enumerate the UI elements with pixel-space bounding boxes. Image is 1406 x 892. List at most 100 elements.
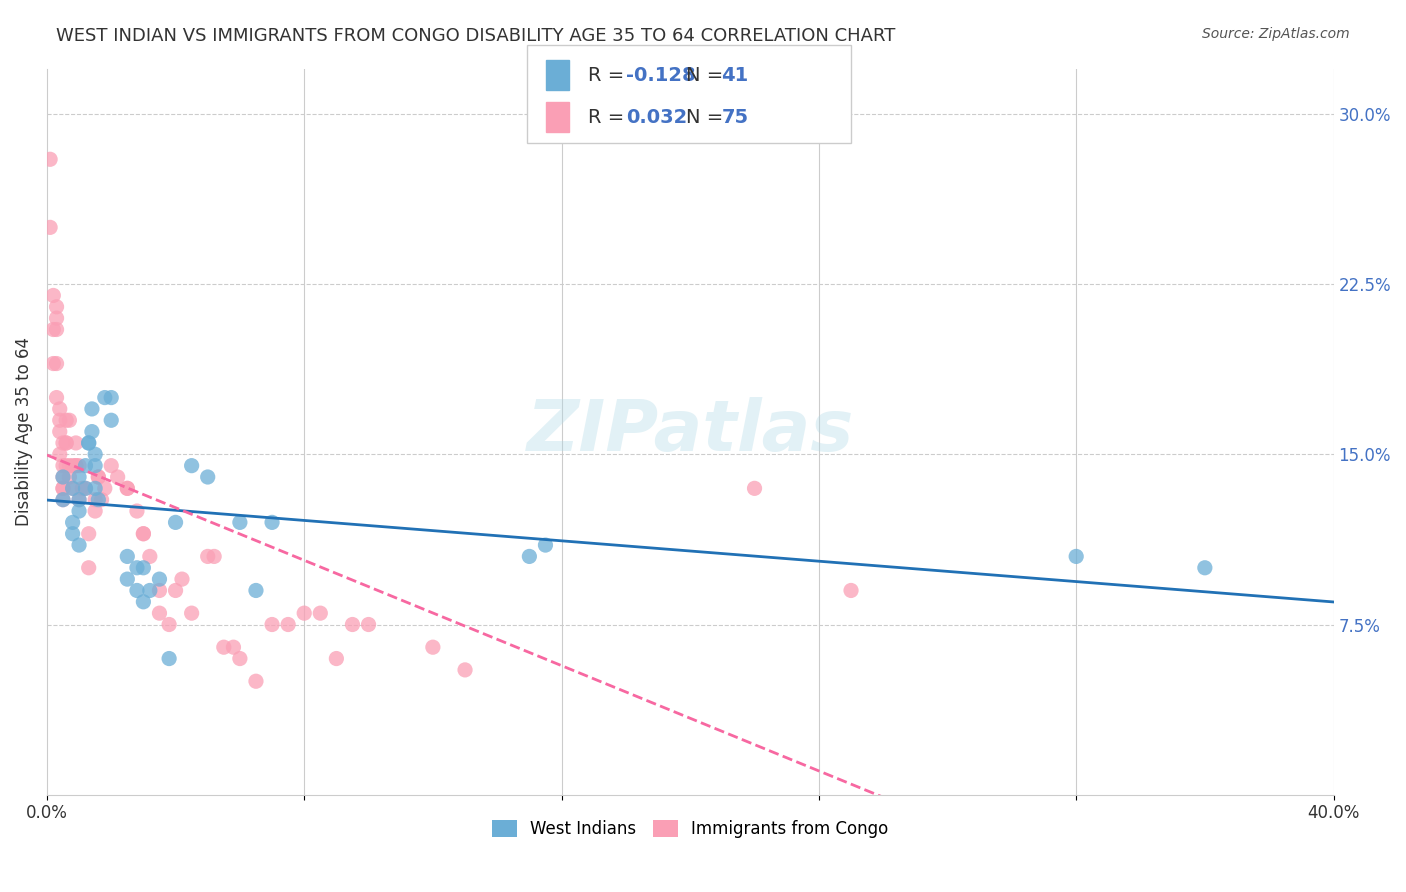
West Indians [157,651,180,665]
West Indians [139,583,162,598]
Immigrants from Congo [49,401,72,416]
Immigrants from Congo [77,561,100,575]
West Indians [67,492,90,507]
Immigrants from Congo [87,470,110,484]
Immigrants from Congo [197,549,219,564]
Immigrants from Congo [117,481,139,495]
Immigrants from Congo [45,311,67,326]
Immigrants from Congo [55,436,77,450]
West Indians [80,401,103,416]
Immigrants from Congo [55,458,77,473]
Immigrants from Congo [52,481,75,495]
Immigrants from Congo [744,481,766,495]
Legend: West Indians, Immigrants from Congo: West Indians, Immigrants from Congo [485,813,896,845]
Text: ZIPatlas: ZIPatlas [526,397,853,467]
Immigrants from Congo [65,436,87,450]
West Indians [519,549,541,564]
Immigrants from Congo [49,425,72,439]
West Indians [534,538,557,552]
Immigrants from Congo [148,606,170,620]
Immigrants from Congo [212,640,235,655]
Text: 0.032: 0.032 [626,108,688,127]
Immigrants from Congo [49,447,72,461]
Immigrants from Congo [229,651,252,665]
Immigrants from Congo [245,674,267,689]
West Indians [100,413,122,427]
Immigrants from Congo [309,606,332,620]
Immigrants from Congo [75,481,97,495]
West Indians [77,436,100,450]
Immigrants from Congo [422,640,444,655]
West Indians [80,425,103,439]
West Indians [75,458,97,473]
Immigrants from Congo [55,413,77,427]
West Indians [125,561,148,575]
Immigrants from Congo [65,458,87,473]
Immigrants from Congo [45,391,67,405]
West Indians [75,481,97,495]
Text: 75: 75 [721,108,748,127]
West Indians [117,572,139,586]
West Indians [87,492,110,507]
West Indians [132,561,155,575]
West Indians [94,391,117,405]
Immigrants from Congo [132,526,155,541]
Immigrants from Congo [45,322,67,336]
Immigrants from Congo [180,606,202,620]
Immigrants from Congo [52,458,75,473]
West Indians [197,470,219,484]
Immigrants from Congo [62,481,84,495]
Immigrants from Congo [132,526,155,541]
Immigrants from Congo [170,572,193,586]
West Indians [100,391,122,405]
West Indians [117,549,139,564]
Text: R =: R = [588,108,630,127]
Text: N =: N = [686,108,730,127]
Immigrants from Congo [165,583,187,598]
Immigrants from Congo [84,492,107,507]
Immigrants from Congo [139,549,162,564]
West Indians [148,572,170,586]
Immigrants from Congo [94,481,117,495]
Immigrants from Congo [87,470,110,484]
Immigrants from Congo [454,663,477,677]
Immigrants from Congo [45,357,67,371]
West Indians [1194,561,1216,575]
West Indians [132,595,155,609]
Immigrants from Congo [42,288,65,302]
Immigrants from Congo [58,470,80,484]
Immigrants from Congo [125,504,148,518]
Immigrants from Congo [277,617,299,632]
Immigrants from Congo [839,583,862,598]
Immigrants from Congo [52,492,75,507]
West Indians [84,481,107,495]
West Indians [52,492,75,507]
West Indians [67,538,90,552]
Immigrants from Congo [39,220,62,235]
Immigrants from Congo [117,481,139,495]
Immigrants from Congo [52,470,75,484]
West Indians [84,447,107,461]
Immigrants from Congo [42,322,65,336]
Immigrants from Congo [42,357,65,371]
Immigrants from Congo [65,458,87,473]
West Indians [67,504,90,518]
Immigrants from Congo [342,617,364,632]
Immigrants from Congo [90,492,112,507]
Immigrants from Congo [325,651,347,665]
Immigrants from Congo [58,413,80,427]
West Indians [125,583,148,598]
West Indians [1064,549,1087,564]
Immigrants from Congo [52,436,75,450]
West Indians [245,583,267,598]
Immigrants from Congo [72,481,94,495]
West Indians [62,516,84,530]
Text: N =: N = [686,66,730,85]
West Indians [67,470,90,484]
West Indians [260,516,283,530]
Immigrants from Congo [292,606,315,620]
West Indians [77,436,100,450]
Immigrants from Congo [157,617,180,632]
Y-axis label: Disability Age 35 to 64: Disability Age 35 to 64 [15,337,32,526]
West Indians [62,481,84,495]
